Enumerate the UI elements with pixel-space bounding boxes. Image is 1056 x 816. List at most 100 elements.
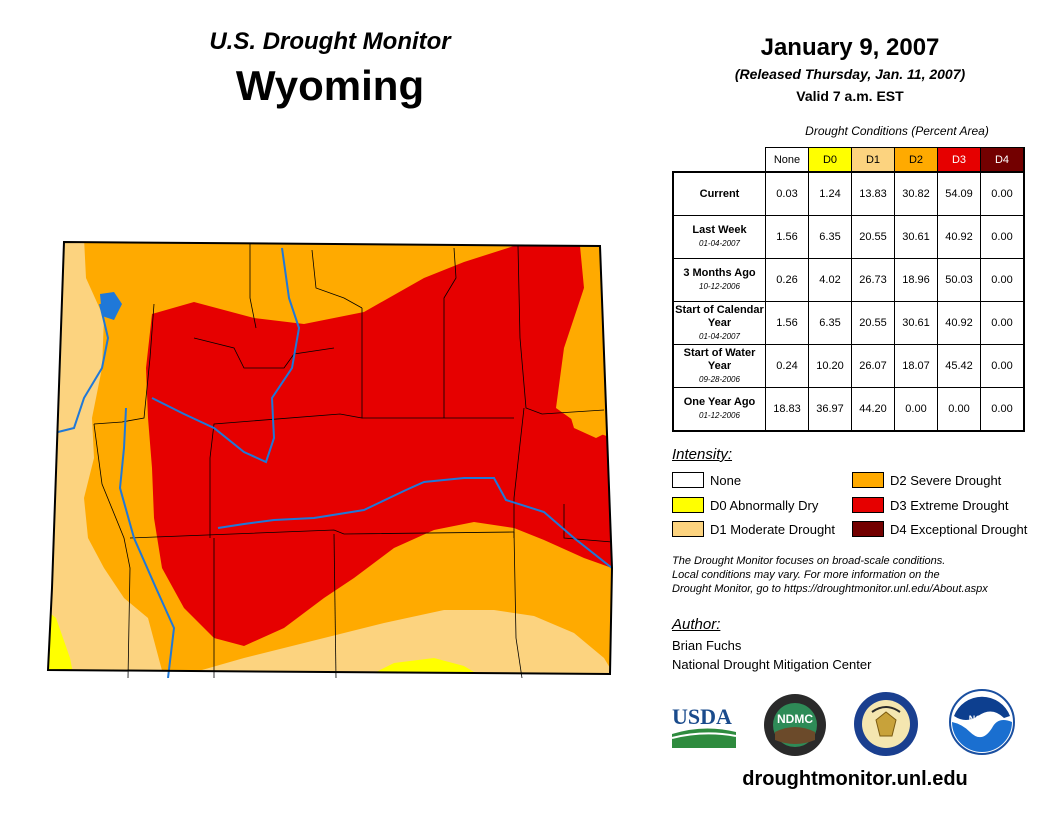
table-cell: 20.55 [851, 301, 895, 345]
table-cell: 10.20 [808, 344, 852, 388]
row-label: Start of Calendar Year 01-04-2007 [672, 301, 766, 345]
row-label-text: One Year Ago [683, 396, 756, 408]
table-cell: 0.03 [765, 171, 809, 216]
ndmc-logo: NDMC [764, 694, 826, 756]
row-label: 3 Months Ago 10-12-2006 [672, 258, 766, 302]
valid-time: Valid 7 a.m. EST [796, 88, 904, 104]
rivers [57, 247, 613, 678]
row-label-text: Start of Calendar Year [675, 303, 764, 329]
legend-swatch [672, 497, 704, 513]
table-caption: Drought Conditions (Percent Area) [805, 124, 989, 138]
release-date: (Released Thursday, Jan. 11, 2007) [734, 66, 966, 82]
yellowstone-lake [100, 292, 122, 320]
state-outline [46, 240, 614, 676]
d1-south-region [174, 610, 612, 674]
row-label-text: Last Week [692, 224, 747, 236]
table-cell: 30.61 [894, 301, 938, 345]
table-cell: 50.03 [937, 258, 981, 302]
table-cell: 0.00 [894, 387, 938, 432]
d0-southwest-region [48, 608, 74, 674]
map-date: January 9, 2007 [760, 34, 940, 61]
row-label-text: Current [699, 187, 740, 200]
table-cell: 0.00 [980, 344, 1025, 388]
table-cell: 0.00 [980, 215, 1025, 259]
map-subtitle: U.S. Drought Monitor [209, 28, 451, 55]
row-label-text: Start of Water Year [683, 346, 756, 372]
col-header-d4: D4 [980, 147, 1025, 173]
svg-text:USDA: USDA [672, 704, 732, 729]
row-date: 01-04-2007 [699, 331, 740, 341]
table-cell: 4.02 [808, 258, 852, 302]
table-cell: 36.97 [808, 387, 852, 432]
table-cell: 0.00 [937, 387, 981, 432]
footnote-line: The Drought Monitor focuses on broad-sca… [672, 555, 946, 567]
row-date: 09-28-2006 [699, 374, 740, 384]
table-cell: 30.82 [894, 171, 938, 216]
table-cell: 44.20 [851, 387, 895, 432]
d1-west-region [48, 242, 164, 674]
wyoming-drought-map [46, 240, 614, 678]
row-label: One Year Ago 01-12-2006 [672, 387, 766, 432]
legend-item-d4: D4 Exceptional Drought [852, 521, 1027, 537]
row-label: Current [672, 171, 766, 216]
table-cell: 0.00 [980, 301, 1025, 345]
legend-item-d3: D3 Extreme Drought [852, 497, 1009, 513]
website-url[interactable]: droughtmonitor.unl.edu [742, 768, 968, 790]
legend-item-d0: D0 Abnormally Dry [672, 497, 818, 513]
row-label: Last Week 01-04-2007 [672, 215, 766, 259]
table-cell: 0.00 [980, 387, 1025, 432]
table-cell: 45.42 [937, 344, 981, 388]
svg-text:NOAA: NOAA [969, 714, 996, 724]
table-cell: 30.61 [894, 215, 938, 259]
author-name: Brian Fuchs [672, 638, 742, 653]
col-header-d2: D2 [894, 147, 938, 173]
table-cell: 0.00 [980, 171, 1025, 216]
table-cell: 18.07 [894, 344, 938, 388]
legend-label: D1 Moderate Drought [710, 521, 836, 537]
map-title: Wyoming [235, 62, 425, 109]
table-cell: 13.83 [851, 171, 895, 216]
footnote: The Drought Monitor focuses on broad-sca… [672, 554, 1042, 596]
col-header-d3: D3 [937, 147, 981, 173]
d3-region [146, 246, 612, 646]
table-cell: 18.96 [894, 258, 938, 302]
author-title: Author: [672, 616, 721, 633]
table-cell: 26.07 [851, 344, 895, 388]
legend-swatch [672, 472, 704, 488]
county-boundaries [93, 244, 613, 678]
legend-item-none: None [672, 472, 741, 488]
usda-logo: USDA [671, 704, 737, 748]
col-header-none: None [765, 147, 809, 173]
legend-swatch [672, 521, 704, 537]
legend-item-d2: D2 Severe Drought [852, 472, 1001, 488]
row-date: 10-12-2006 [699, 282, 740, 291]
row-date: 01-12-2006 [699, 411, 740, 420]
table-cell: 18.83 [765, 387, 809, 432]
legend-label: None [710, 472, 742, 488]
table-cell: 40.92 [937, 215, 981, 259]
row-label-text: 3 Months Ago [683, 267, 756, 279]
table-cell: 0.00 [980, 258, 1025, 302]
row-label: Start of Water Year 09-28-2006 [672, 344, 766, 388]
legend-label: D2 Severe Drought [890, 472, 1002, 488]
legend-title: Intensity: [672, 446, 733, 463]
army-corps-seal-logo [854, 692, 918, 756]
legend-item-d1: D1 Moderate Drought [672, 521, 835, 537]
table-cell: 1.24 [808, 171, 852, 216]
table-cell: 26.73 [851, 258, 895, 302]
footnote-line: Drought Monitor, go to https://droughtmo… [672, 583, 988, 595]
svg-text:NDMC: NDMC [777, 712, 813, 726]
col-header-d1: D1 [851, 147, 895, 173]
col-header-d0: D0 [808, 147, 852, 173]
table-cell: 1.56 [765, 301, 809, 345]
footnote-line: Local conditions may vary. For more info… [672, 569, 940, 581]
legend-swatch [852, 497, 884, 513]
table-cell: 0.24 [765, 344, 809, 388]
row-date: 01-04-2007 [699, 239, 740, 248]
legend-swatch [852, 472, 884, 488]
table-cell: 6.35 [808, 215, 852, 259]
drought-conditions-table: None D0 D1 D2 D3 D4 Current 0.03 1.24 13.83… [672, 147, 1025, 432]
legend-swatch [852, 521, 884, 537]
table-cell: 1.56 [765, 215, 809, 259]
table-cell: 6.35 [808, 301, 852, 345]
